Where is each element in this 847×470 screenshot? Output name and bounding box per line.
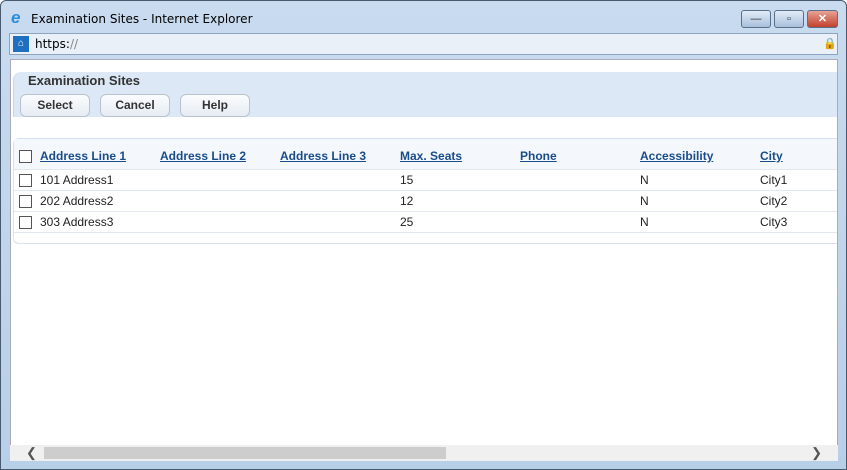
col-address2[interactable]: Address Line 2: [160, 149, 247, 163]
table-row[interactable]: 202 Address2 12 N City2: [14, 191, 837, 212]
help-button[interactable]: Help: [180, 94, 250, 117]
address-bar[interactable]: ⌂ https:// 🔒: [9, 33, 838, 55]
cancel-button[interactable]: Cancel: [100, 94, 170, 117]
url-scheme: https:: [35, 37, 70, 51]
cell-city: City3: [760, 215, 788, 229]
internet-explorer-icon: e: [11, 8, 21, 27]
title-bar: e Examination Sites - Internet Explorer …: [1, 1, 846, 33]
scroll-left-icon[interactable]: ❮: [26, 445, 37, 460]
cell-city: City2: [760, 194, 788, 208]
cell-address1: 101 Address1: [40, 173, 114, 187]
url-text: https://: [35, 37, 78, 51]
scrollbar-thumb[interactable]: [44, 447, 446, 459]
col-address1[interactable]: Address Line 1: [40, 149, 127, 163]
cell-address1: 202 Address2: [40, 194, 114, 208]
cell-city: City1: [760, 173, 788, 187]
minimize-button[interactable]: —: [741, 10, 771, 28]
row-checkbox[interactable]: [19, 174, 32, 187]
lock-icon: 🔒: [823, 38, 837, 50]
page-title: Examination Sites: [28, 73, 140, 88]
cell-accessibility: N: [640, 215, 649, 229]
cell-address1: 303 Address3: [40, 215, 114, 229]
cell-max-seats: 15: [400, 173, 414, 187]
close-button[interactable]: ✕: [807, 10, 838, 28]
page-content: Examination Sites Select Cancel Help Add…: [10, 59, 838, 447]
cell-accessibility: N: [640, 173, 649, 187]
col-max-seats[interactable]: Max. Seats: [400, 149, 463, 163]
scroll-right-icon[interactable]: ❯: [811, 445, 822, 460]
url-slashes: //: [69, 37, 79, 51]
col-accessibility[interactable]: Accessibility: [640, 149, 714, 163]
select-button[interactable]: Select: [20, 94, 90, 117]
table-row[interactable]: 101 Address1 15 N City1: [14, 170, 837, 191]
site-icon: ⌂: [13, 36, 29, 52]
select-all-checkbox[interactable]: [19, 150, 32, 163]
horizontal-scrollbar[interactable]: ❮ ❯: [10, 445, 838, 461]
row-checkbox[interactable]: [19, 216, 32, 229]
col-phone[interactable]: Phone: [520, 149, 557, 163]
restore-button[interactable]: ▫: [774, 10, 804, 28]
col-city[interactable]: City: [760, 149, 783, 163]
table-header: Address Line 1 Address Line 2 Address Li…: [14, 139, 837, 170]
table-row[interactable]: 303 Address3 25 N City3: [14, 212, 837, 233]
cell-max-seats: 12: [400, 194, 414, 208]
sites-table: Address Line 1 Address Line 2 Address Li…: [13, 138, 837, 244]
cell-accessibility: N: [640, 194, 649, 208]
row-checkbox[interactable]: [19, 195, 32, 208]
cell-max-seats: 25: [400, 215, 414, 229]
window-title: Examination Sites - Internet Explorer: [31, 12, 253, 26]
col-address3[interactable]: Address Line 3: [280, 149, 367, 163]
